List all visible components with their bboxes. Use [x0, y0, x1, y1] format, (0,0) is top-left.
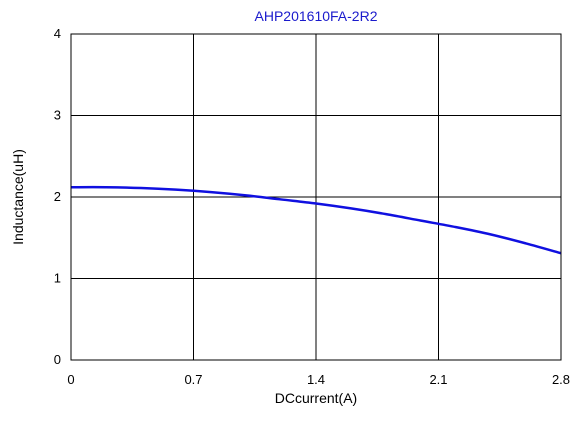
- x-axis-label: DCcurrent(A): [275, 390, 357, 406]
- plot-frame: [70, 33, 562, 361]
- y-tick-label: 2: [54, 189, 61, 204]
- series-layer: [70, 185, 562, 255]
- inductance-series-line: [70, 185, 562, 255]
- y-axis-label: Inductance(uH): [10, 149, 26, 245]
- x-tick-label: 0.7: [184, 372, 202, 387]
- x-tick-label: 2.1: [429, 372, 447, 387]
- chart-title: AHP201610FA-2R2: [255, 8, 378, 24]
- grid: [71, 34, 561, 360]
- y-tick-label: 4: [54, 26, 61, 41]
- x-tick-label: 2.8: [552, 372, 570, 387]
- y-tick-label: 1: [54, 271, 61, 286]
- y-tick-label: 0: [54, 352, 61, 367]
- y-tick-label: 3: [54, 108, 61, 123]
- x-tick-label: 0: [67, 372, 74, 387]
- tick-labels: 0 0.7 1.4 2.1 2.8 0 1 2 3 4: [54, 26, 570, 387]
- x-tick-label: 1.4: [307, 372, 325, 387]
